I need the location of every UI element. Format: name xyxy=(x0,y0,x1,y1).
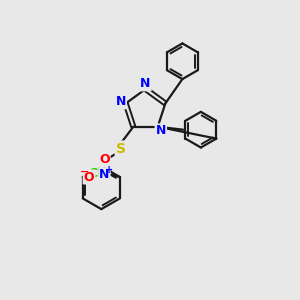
Text: N: N xyxy=(140,77,151,90)
Text: N: N xyxy=(99,168,110,181)
Text: O: O xyxy=(84,170,94,184)
Text: Cl: Cl xyxy=(89,167,102,180)
Text: +: + xyxy=(105,165,113,175)
Text: −: − xyxy=(80,167,89,177)
Text: N: N xyxy=(116,95,126,108)
Text: O: O xyxy=(99,153,110,166)
Text: S: S xyxy=(116,142,126,156)
Text: N: N xyxy=(156,124,166,137)
